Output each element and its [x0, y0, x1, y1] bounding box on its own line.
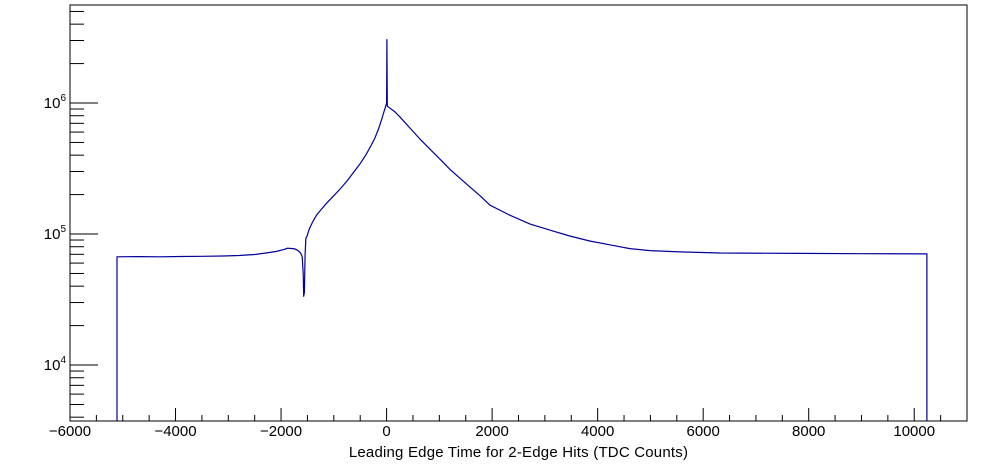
x-tick-label: −2000: [260, 423, 302, 440]
x-tick-label: 8000: [792, 423, 825, 440]
y-axis: 104 105 106: [44, 10, 98, 418]
y-tick-label: 106: [44, 93, 67, 112]
x-tick-label: 10000: [893, 423, 935, 440]
plot-frame: [69, 4, 968, 422]
x-tick-label: −4000: [154, 423, 196, 440]
x-axis-title: Leading Edge Time for 2-Edge Hits (TDC C…: [348, 444, 689, 461]
y-tick-label: 104: [44, 355, 67, 374]
x-tick-label: 0: [382, 423, 390, 440]
x-tick-label: 2000: [475, 423, 508, 440]
histogram-curve: [116, 39, 928, 421]
y-tick-label: 105: [44, 224, 67, 243]
x-tick-label: −6000: [49, 423, 91, 440]
x-axis: −6000 −4000 −2000 0 2000 4000 6000 8000 10000: [49, 408, 968, 440]
x-tick-label: 6000: [686, 423, 719, 440]
x-tick-label: 4000: [581, 423, 614, 440]
